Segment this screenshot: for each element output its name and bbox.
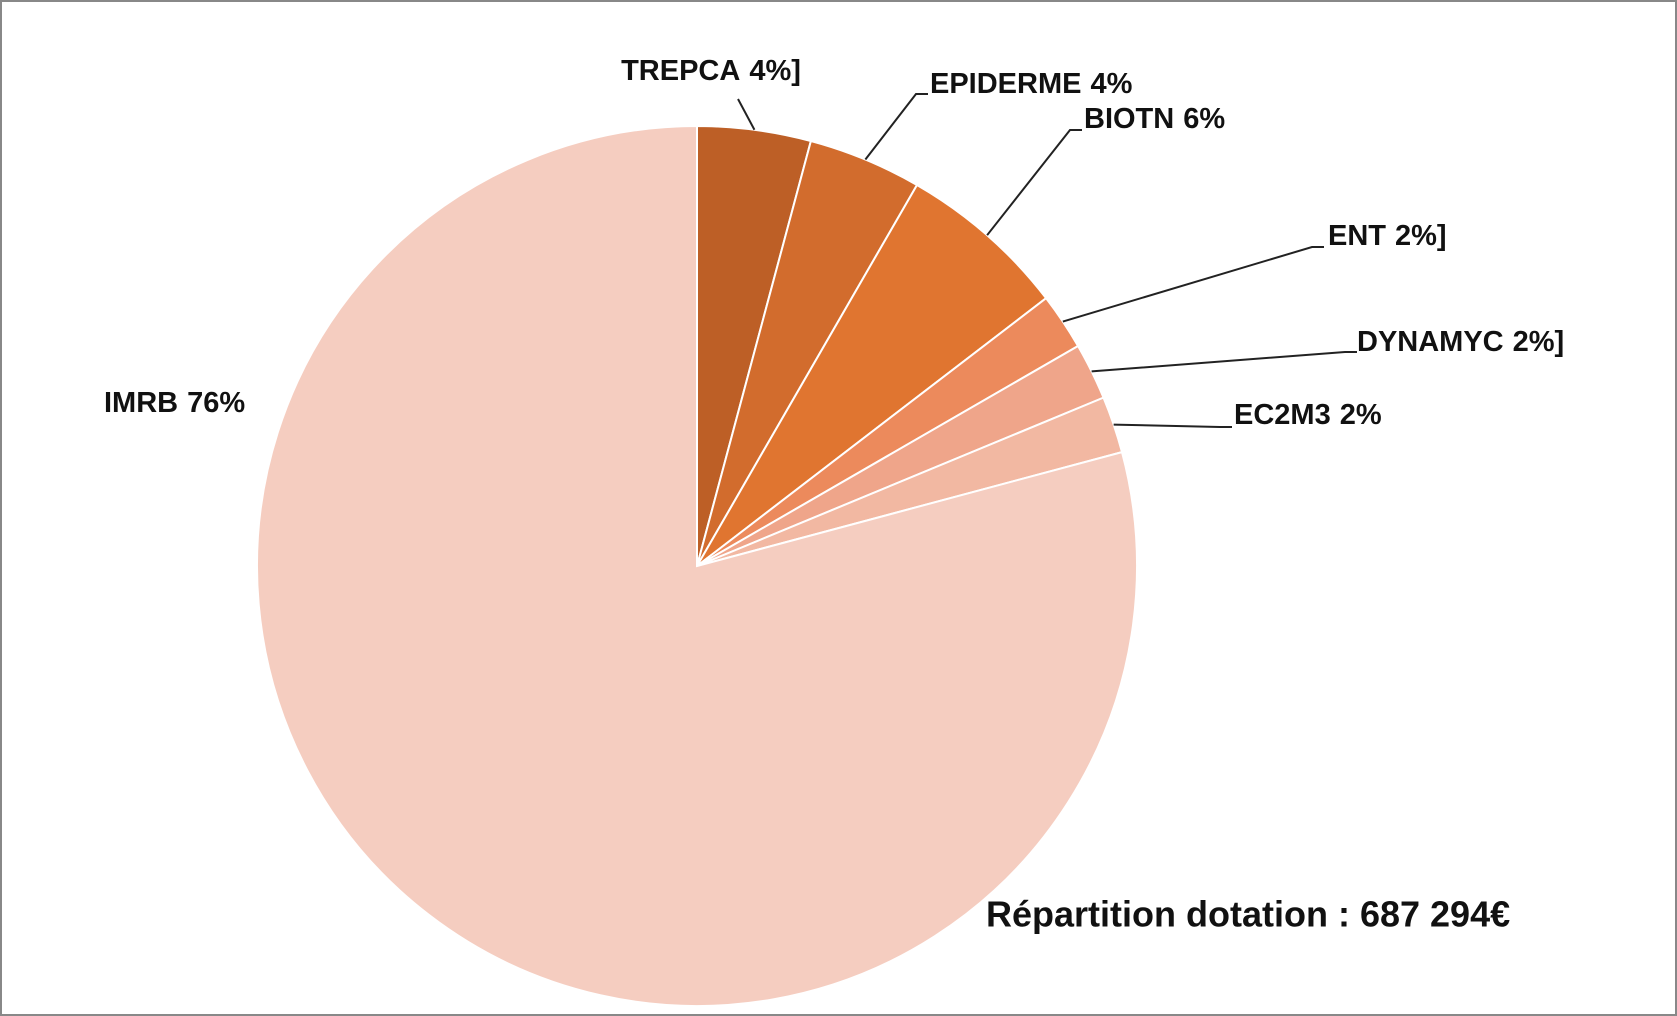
data-label: EC2M3 2% bbox=[1234, 399, 1382, 431]
leader-line bbox=[864, 93, 928, 161]
pie bbox=[256, 124, 1138, 1007]
label-category: EPIDERME bbox=[930, 68, 1081, 100]
data-label: TREPCA 4%] bbox=[621, 55, 801, 87]
label-value: 4% bbox=[1090, 68, 1132, 100]
leader-line bbox=[1062, 246, 1324, 323]
label-category: IMRB bbox=[104, 387, 178, 419]
label-value: 2% bbox=[1340, 399, 1382, 431]
data-label: EPIDERME 4% bbox=[930, 68, 1133, 100]
data-label: IMRB 76% bbox=[104, 387, 245, 419]
leader-line bbox=[986, 129, 1082, 236]
label-category: EC2M3 bbox=[1234, 399, 1331, 431]
label-value: 2%] bbox=[1513, 326, 1565, 358]
label-category: BIOTN bbox=[1084, 103, 1174, 135]
data-label: BIOTN 6% bbox=[1084, 103, 1225, 135]
data-label: ENT 2%] bbox=[1328, 220, 1447, 252]
data-label: DYNAMYC 2%] bbox=[1357, 326, 1564, 358]
leader-line bbox=[737, 98, 756, 131]
pie-slice bbox=[256, 124, 1138, 1007]
label-value: 6% bbox=[1183, 103, 1225, 135]
leader-line bbox=[1113, 423, 1232, 428]
label-value: 4%] bbox=[749, 55, 801, 87]
label-category: DYNAMYC bbox=[1357, 326, 1504, 358]
label-value: 2%] bbox=[1395, 220, 1447, 252]
label-category: ENT bbox=[1328, 220, 1386, 252]
label-category: TREPCA bbox=[621, 55, 740, 87]
leader-line bbox=[1091, 351, 1357, 373]
annotation: Répartition dotation : 687 294€ bbox=[986, 894, 1510, 935]
label-value: 76% bbox=[187, 387, 245, 419]
